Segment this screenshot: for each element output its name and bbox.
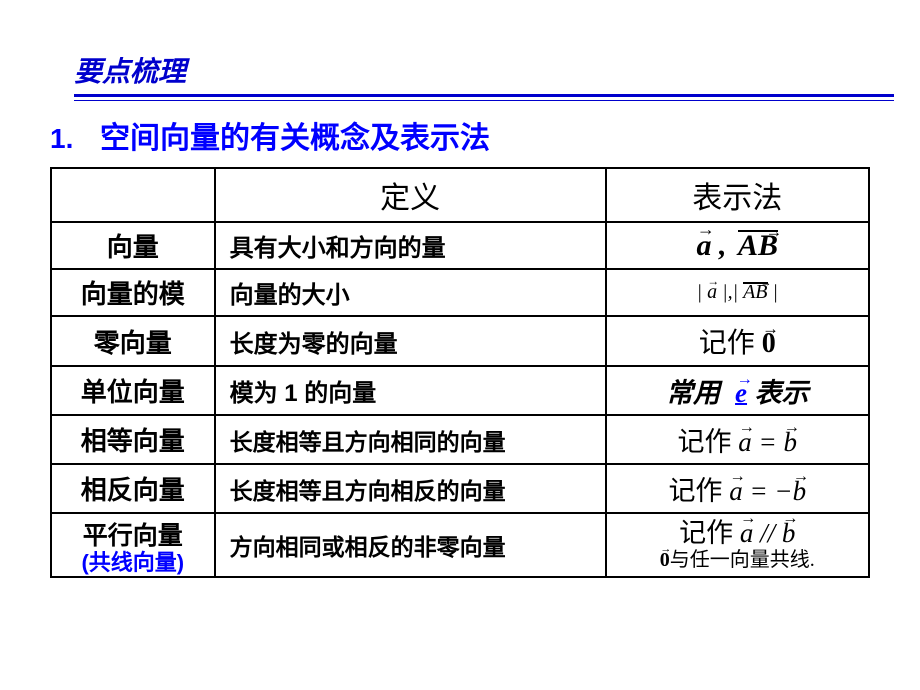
section-title: 空间向量的有关概念及表示法 [100, 113, 490, 157]
section-heading: 1. 空间向量的有关概念及表示法 [50, 113, 870, 157]
row-notation: →a , →AB [606, 222, 869, 269]
sym-eq: = [749, 476, 767, 506]
row-def: 模为 1 的向量 [215, 366, 606, 415]
header-definition: 定义 [215, 168, 606, 222]
row-def: 方向相同或相反的非零向量 [215, 513, 606, 577]
section-number: 1. [50, 123, 100, 155]
sym-neg: − [774, 476, 792, 506]
table-row: 向量 具有大小和方向的量 →a , →AB [51, 222, 869, 269]
row-def-text: 模为 1 的向量 [230, 380, 377, 407]
table-row: 向量的模 向量的大小 | →a |,| →AB | [51, 269, 869, 316]
row-def: 长度为零的向量 [215, 316, 606, 366]
row-notation: 记作 →a = −→b [606, 464, 869, 513]
row-footnote: →0与任一向量共线. [611, 549, 864, 571]
header-term [51, 168, 215, 222]
sym-parallel: // [760, 518, 775, 548]
page-header: 要点梳理 [74, 50, 870, 90]
row-term: 向量的模 [51, 269, 215, 316]
row-term: 单位向量 [51, 366, 215, 415]
notation-text-a: 常用 [666, 378, 720, 408]
row-term: 相等向量 [51, 415, 215, 464]
table-row: 单位向量 模为 1 的向量 常用 →e 表示 [51, 366, 869, 415]
row-def: 长度相等且方向相同的向量 [215, 415, 606, 464]
row-notation: 记作 →0 [606, 316, 869, 366]
row-term-main: 平行向量 [56, 516, 210, 552]
row-notation: | →a |,| →AB | [606, 269, 869, 316]
row-notation: 记作 →a = →b [606, 415, 869, 464]
concepts-table: 定义 表示法 向量 具有大小和方向的量 →a , →AB 向量的模 向量的大小 … [50, 167, 870, 578]
notation-prefix: 记作 [678, 427, 732, 457]
row-term: 相反向量 [51, 464, 215, 513]
table-row: 零向量 长度为零的向量 记作 →0 [51, 316, 869, 366]
row-notation: 常用 →e 表示 [606, 366, 869, 415]
footnote-text: 与任一向量共线. [670, 549, 815, 571]
row-term: 平行向量 (共线向量) [51, 513, 215, 577]
row-term-sub: (共线向量) [56, 552, 210, 574]
notation-prefix: 记作 [679, 518, 733, 548]
row-def: 向量的大小 [215, 269, 606, 316]
header-rule [74, 94, 894, 101]
table-row: 相反向量 长度相等且方向相反的向量 记作 →a = −→b [51, 464, 869, 513]
notation-prefix: 记作 [699, 328, 755, 359]
header-notation: 表示法 [606, 168, 869, 222]
row-def: 具有大小和方向的量 [215, 222, 606, 269]
sym-eq: = [759, 427, 777, 457]
row-notation: 记作 →a // →b →0与任一向量共线. [606, 513, 869, 577]
notation-prefix: 记作 [668, 476, 722, 506]
row-def: 长度相等且方向相反的向量 [215, 464, 606, 513]
table-row: 平行向量 (共线向量) 方向相同或相反的非零向量 记作 →a // →b →0与… [51, 513, 869, 577]
row-term: 零向量 [51, 316, 215, 366]
table-row: 相等向量 长度相等且方向相同的向量 记作 →a = →b [51, 415, 869, 464]
row-term: 向量 [51, 222, 215, 269]
table-header-row: 定义 表示法 [51, 168, 869, 222]
notation-text-b: 表示 [755, 378, 809, 408]
